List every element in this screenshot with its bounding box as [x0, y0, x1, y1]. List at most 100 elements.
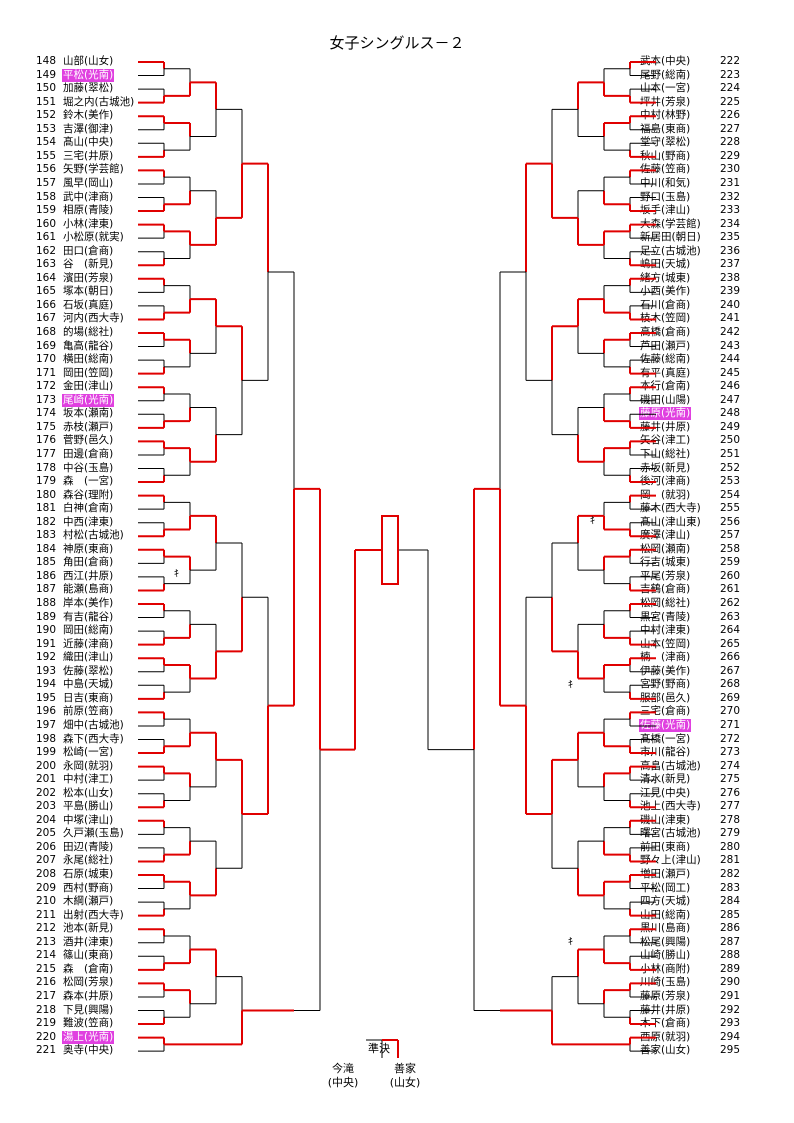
finalist-right: 善家 (山女)	[375, 1062, 435, 1090]
entry-name: 佐藤(総南)	[640, 353, 691, 366]
entry-number: 152	[36, 109, 57, 122]
entry-name: 松岡(瀬南)	[640, 542, 691, 555]
entry-number: 150	[36, 82, 57, 95]
final-box	[381, 515, 399, 585]
walkover-mark: ｷ	[568, 937, 573, 948]
entry-name: 森本(井原)	[63, 989, 114, 1002]
entry-number: 219	[36, 1017, 57, 1030]
entry-name: 久戸瀬(玉島)	[63, 827, 124, 840]
entry-number: 282	[720, 868, 741, 880]
entry-name: 近藤(津商)	[63, 637, 114, 650]
entry-name: 木下(倉商)	[640, 1017, 691, 1030]
entry-name: 角田(倉商)	[63, 556, 114, 569]
entry-number: 172	[36, 380, 57, 393]
entry-name: 藤井(井原)	[640, 420, 691, 433]
entry-name: 江見(中央)	[640, 786, 691, 799]
entry-number: 211	[36, 908, 57, 921]
entry-number: 209	[36, 881, 57, 894]
entry-name: 濱田(芳泉)	[63, 271, 114, 284]
entry-name: 藤木(西大寺)	[640, 502, 701, 515]
entry-name: 小林(津東)	[63, 217, 114, 230]
entry-name: 大森(学芸館)	[640, 217, 701, 230]
entry-name: 佐藤(笠商)	[640, 163, 691, 176]
entry-number: 217	[36, 989, 57, 1002]
entry-number: 261	[720, 583, 741, 596]
entry-number: 207	[36, 854, 57, 867]
entry-name: 能瀬(島商)	[63, 583, 114, 596]
entry-name: 芦田(瀬戸)	[640, 339, 691, 352]
entry-name: 田口(倉商)	[63, 244, 114, 257]
entry-number: 249	[720, 420, 741, 433]
entry-number: 286	[720, 922, 741, 935]
entry-name: 岡田(総南)	[63, 624, 114, 637]
finalist-left: 今滝 (中央)	[313, 1062, 373, 1090]
entry-number: 223	[720, 68, 741, 81]
entry-name: 松岡(総社)	[640, 597, 691, 609]
entry-number: 164	[36, 271, 57, 284]
entry-name: 黒宮(青陵)	[640, 610, 691, 623]
entry-number: 229	[720, 149, 741, 162]
entry-name: 本行(倉南)	[640, 380, 691, 393]
entry-number: 294	[720, 1030, 741, 1043]
entry-name: 磯田(山陽)	[640, 393, 691, 406]
entry-number: 151	[36, 95, 57, 108]
entry-name: 後河(津商)	[640, 475, 691, 488]
entry-name: 赤坂(新見)	[640, 461, 691, 474]
finalist-school: (中央)	[327, 1076, 359, 1089]
entry-name: 藤原(光南)	[639, 407, 692, 421]
entry-number: 166	[36, 298, 57, 311]
entry-number: 184	[36, 542, 57, 555]
entry-number: 236	[720, 244, 741, 257]
entry-name: 石川(倉商)	[640, 298, 691, 311]
entry-number: 202	[36, 786, 57, 799]
entry-name: 増田(瀬戸)	[640, 868, 691, 880]
entry-name: 佐藤(光南)	[639, 718, 692, 732]
entry-number: 293	[720, 1017, 741, 1030]
entry-name: 佐藤(翠松)	[63, 664, 114, 677]
entry-number: 161	[36, 231, 57, 244]
entry-name: 石原(城東)	[63, 868, 114, 880]
entry-number: 175	[36, 420, 57, 433]
entry-name: 野口(玉島)	[640, 190, 691, 203]
entry-name: 清水(新見)	[640, 773, 691, 786]
entry-number: 192	[36, 651, 57, 664]
entry-name: 三宅(井原)	[63, 149, 114, 162]
entry-name: 日吉(東商)	[63, 691, 114, 704]
entry-name: 磯山(津東)	[640, 813, 691, 826]
entry-number: 205	[36, 827, 57, 840]
entry-name: 鈴木(美作)	[63, 109, 114, 122]
entry-name: 山本(笠岡)	[640, 637, 691, 650]
entry-number: 274	[720, 759, 741, 772]
entry-name: 亀高(龍谷)	[63, 339, 114, 352]
entry-number: 285	[720, 908, 741, 921]
entry-number: 283	[720, 881, 741, 894]
entry-number: 272	[720, 732, 741, 745]
entry-number: 215	[36, 962, 57, 975]
entry-number: 280	[720, 840, 741, 853]
entry-number: 230	[720, 163, 741, 176]
entry-name: 吉鶴(倉商)	[640, 583, 691, 596]
entry-name: 高畠(古城池)	[640, 759, 701, 772]
entry-number: 269	[720, 691, 741, 704]
entry-name: 村松(古城池)	[63, 529, 124, 542]
entry-name: 織田(津山)	[63, 651, 114, 664]
entry-number: 235	[720, 231, 741, 244]
entry-name: 中村(津東)	[640, 624, 691, 637]
entry-number: 270	[720, 705, 741, 718]
entry-number: 196	[36, 705, 57, 718]
entry-number: 216	[36, 976, 57, 989]
entry-number: 167	[36, 312, 57, 325]
entry-name: 吉澤(御津)	[63, 122, 114, 135]
entry-name: 小西(美作)	[640, 285, 691, 298]
entry-number: 241	[720, 312, 741, 325]
entry-name: 尾野(総南)	[640, 68, 691, 81]
entry-name: 湯上(光南)	[62, 1030, 115, 1044]
entry-name: 宮野(野商)	[640, 678, 691, 691]
entry-name: 小松原(就実)	[63, 231, 124, 244]
entry-name: 野々上(津山)	[640, 854, 701, 867]
entry-name: 藤井(井原)	[640, 1003, 691, 1016]
entry-number: 226	[720, 109, 741, 122]
entry-number: 195	[36, 691, 57, 704]
entry-number: 178	[36, 461, 57, 474]
entry-name: 堀之内(古城池)	[63, 95, 135, 108]
